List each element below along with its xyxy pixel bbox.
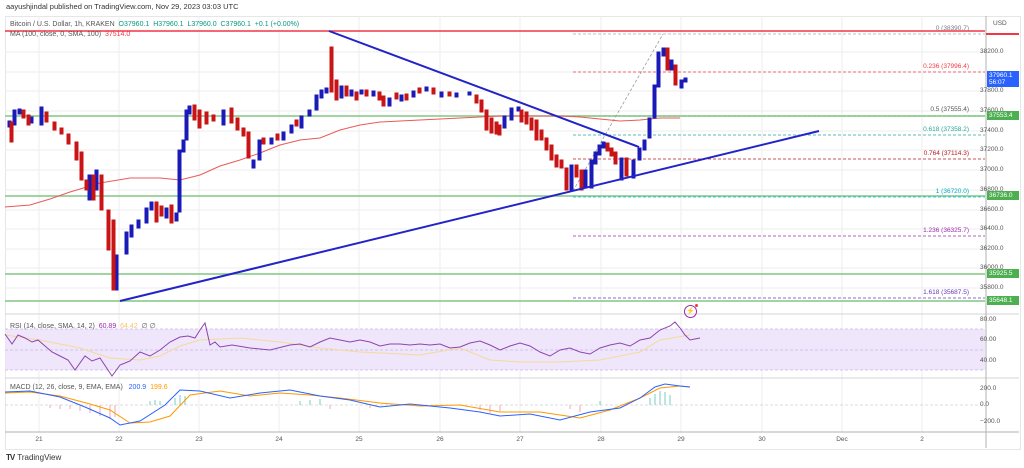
last-price: 37960.1 — [989, 72, 1013, 79]
price-tick: 38200.0 — [980, 48, 1004, 55]
time-tick: 27 — [516, 436, 524, 443]
fib-label: 1.236 (36325.7) — [923, 227, 969, 234]
ma-100-line — [4, 115, 680, 208]
level-tag: 37553.4 — [987, 111, 1019, 120]
macd-tick: 0.0 — [980, 401, 990, 408]
rsi-extra: ∅ ∅ — [141, 323, 156, 330]
rsi-value: 60.89 — [98, 323, 117, 330]
rsi-tick: 60.00 — [980, 336, 997, 343]
chart-frame — [5, 16, 1021, 450]
rsi-band — [5, 329, 985, 370]
ma-value: 37514.0 — [104, 31, 131, 38]
fib-label: 0.764 (37114.3) — [923, 150, 969, 157]
low-value: L37960.0 — [187, 21, 217, 28]
tradingview-logo[interactable]: TV TradingView — [6, 453, 61, 462]
open-value: O37960.1 — [118, 21, 150, 28]
price-tick: 37200.0 — [980, 146, 1004, 153]
macd-histogram — [49, 391, 671, 419]
price-tick: 37000.0 — [980, 166, 1004, 173]
macd-line — [4, 383, 691, 426]
fib-label: 0.236 (37996.4) — [923, 63, 969, 70]
ma-legend[interactable]: MA (100, close, 0, SMA, 100) 37514.0 — [10, 31, 130, 38]
price-tick: 36800.0 — [980, 186, 1004, 193]
time-tick: 26 — [436, 436, 444, 443]
price-tick: 37600.0 — [980, 107, 1014, 114]
publish-info: aayushjindal published on TradingView.co… — [6, 2, 239, 11]
time-tick: Dec — [836, 436, 848, 443]
symbol-name: Bitcoin / U.S. Dollar, 1h, KRAKEN — [10, 21, 115, 28]
rsi-tick: 40.00 — [980, 357, 997, 364]
rsi-line — [4, 321, 701, 377]
macd-value: 200.9 — [128, 384, 147, 391]
high-value: H37960.1 — [153, 21, 184, 28]
last-price-tag: 37960.1 56:07 — [987, 71, 1019, 87]
fib-label: 0 (38390.7) — [935, 25, 969, 32]
price-tick: 36200.0 — [980, 245, 1004, 252]
rsi-label: RSI (14, close, SMA, 14, 2) — [10, 323, 95, 330]
price-tick: 35800.0 — [980, 284, 1004, 291]
macd-tick: −200.0 — [980, 418, 1001, 425]
fib-label: 0.618 (37358.2) — [923, 126, 969, 133]
change-value: +0.1 (+0.00%) — [254, 21, 300, 28]
macd-label: MACD (12, 26, close, 9, EMA, EMA) — [10, 384, 123, 391]
level-tag: 35925.5 — [987, 269, 1019, 278]
price-tick: 36400.0 — [980, 225, 1004, 232]
time-tick: 28 — [597, 436, 605, 443]
macd-signal-line — [4, 385, 691, 424]
price-tick: 37800.0 — [980, 87, 1004, 94]
time-tick: 25 — [355, 436, 363, 443]
level-tag: 35648.1 — [987, 296, 1019, 305]
ma-label: MA (100, close, 0, SMA, 100) — [10, 31, 102, 38]
brand-name: TradingView — [17, 453, 62, 462]
bar-countdown: 56:07 — [989, 79, 1006, 86]
tv-logo-icon: TV — [6, 453, 15, 462]
price-tick: 37400.0 — [980, 127, 1004, 134]
time-tick: 21 — [35, 436, 43, 443]
fib-label: 1.618 (35687.5) — [923, 289, 969, 296]
macd-tick: 200.0 — [980, 385, 997, 392]
fib-retracement — [572, 33, 985, 299]
rsi-sma-line — [4, 334, 691, 363]
symbol-legend: Bitcoin / U.S. Dollar, 1h, KRAKEN O37960… — [10, 21, 299, 28]
time-tick: 2 — [920, 436, 924, 443]
rsi-tick: 80.00 — [980, 316, 997, 323]
candles — [7, 46, 688, 291]
ascending-trendline — [119, 130, 820, 302]
time-tick: 29 — [677, 436, 685, 443]
event-bolt-icon[interactable]: ⚡ — [684, 304, 698, 318]
time-tick: 22 — [115, 436, 123, 443]
time-tick: 30 — [758, 436, 766, 443]
rsi-sma-value: 64.42 — [120, 323, 138, 330]
macd-legend[interactable]: MACD (12, 26, close, 9, EMA, EMA) 200.9 … — [10, 384, 168, 391]
rsi-legend[interactable]: RSI (14, close, SMA, 14, 2) 60.89 64.42 … — [10, 322, 156, 330]
time-tick: 23 — [195, 436, 203, 443]
currency-label[interactable]: USD — [993, 20, 1007, 27]
level-tag: 36736.0 — [987, 191, 1019, 200]
fib-label: 1 (36720.0) — [935, 188, 969, 195]
price-tick: 36000.0 — [980, 264, 1004, 271]
time-tick: 24 — [275, 436, 283, 443]
price-tick: 36600.0 — [980, 206, 1004, 213]
close-value: C37960.1 — [220, 21, 251, 28]
fib-label: 0.5 (37555.4) — [930, 106, 969, 113]
macd-signal-value: 199.6 — [150, 384, 168, 391]
descending-trendline — [328, 30, 640, 148]
